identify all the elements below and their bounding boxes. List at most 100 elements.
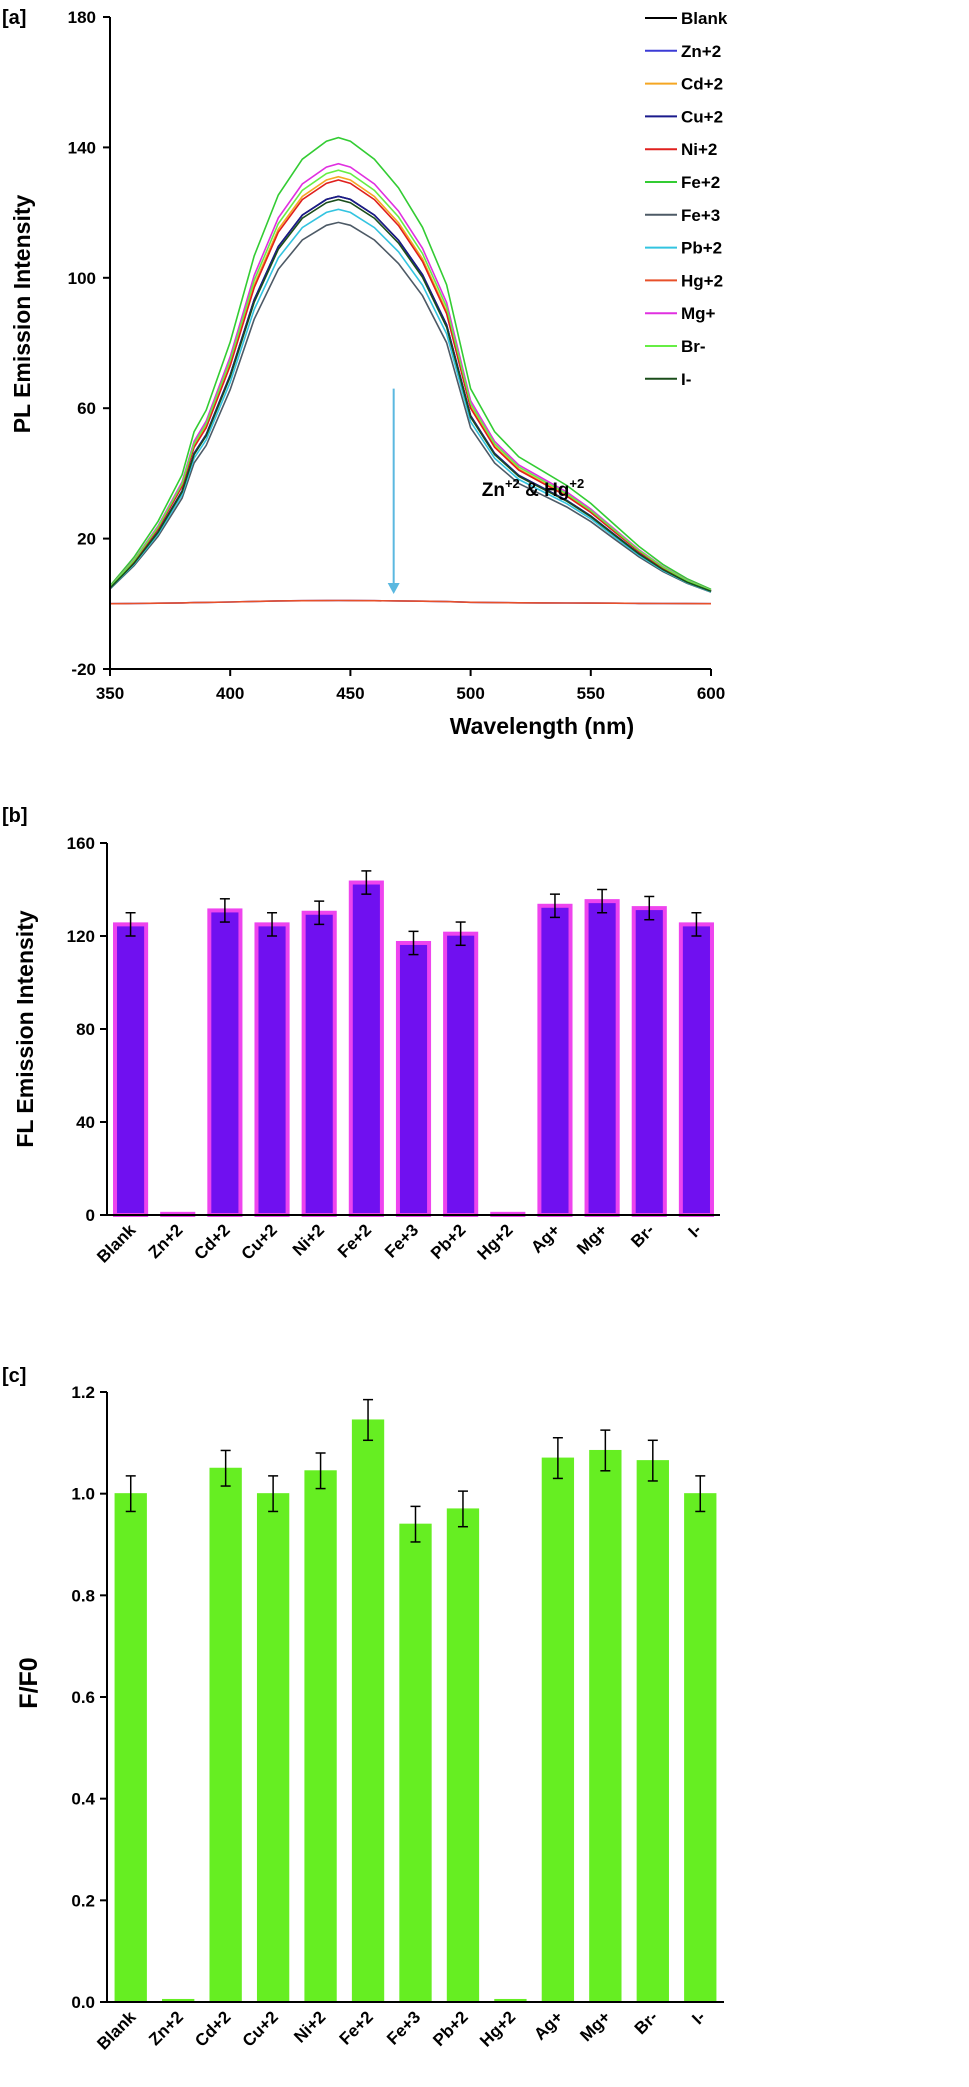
bar-pbplus2 [446,1508,480,2003]
panel-b-ytick-label: 120 [67,927,95,946]
legend-label: Blank [681,9,728,28]
bar-niplus2 [301,910,337,1217]
bar-agplus [537,903,573,1218]
series-line-feplus2 [109,136,712,591]
panel-a-ytick-label: 140 [68,138,96,157]
series-line-mgplus [109,162,712,591]
annotation-text: Zn+2 & Hg+2 [482,476,584,501]
panel-a-xtick-label: 500 [456,684,484,703]
panel-b-ytick-label: 80 [76,1020,95,1039]
panel-b-ylabel: FL Emission Intensity [12,910,38,1147]
error-bar-mgplus [600,1429,611,1472]
panel-c-ytick-label: 0.8 [71,1586,95,1605]
bar-iminus [684,1493,717,2003]
bar-brminus [636,1460,669,2003]
legend-label: Fe+3 [681,206,720,225]
bar-cdplus2 [207,908,243,1217]
bar-cuplus2 [254,922,290,1217]
legend-item-pbplus2: Pb+2 [645,239,722,258]
error-bar-niplus2 [315,1452,326,1490]
bar-brminus [631,906,667,1217]
legend-label: Hg+2 [681,271,723,290]
legend-label: Zn+2 [681,42,721,61]
panel-c-ytick-label: 0.6 [71,1688,95,1707]
bar-blank [113,922,149,1217]
error-bar-blank [125,912,136,937]
error-bar-iminus [691,912,702,937]
series-line-iminus [109,198,712,593]
panel-a-ytick-label: 20 [77,530,96,549]
panel-a: [a] PL Emission Intensity Wavelength (nm… [2,7,728,739]
legend-item-cdplus2: Cd+2 [645,75,723,94]
error-bar-cuplus2 [267,912,278,937]
panel-c-ytick-label: 1.0 [71,1485,95,1504]
panel-a-xlabel: Wavelength (nm) [450,713,634,739]
panel-a-xtick-label: 400 [216,684,244,703]
panel-a-annotation: Zn+2 & Hg+2 [387,388,584,595]
error-bar-feplus3 [410,1505,421,1543]
error-bar-pbplus2 [457,1490,468,1528]
series-line-brminus [109,169,712,592]
bar-mgplus [589,1449,622,2003]
panel-c-ytick-label: 1.2 [71,1383,95,1402]
bar-mgplus [584,899,620,1217]
error-bar-cuplus2 [268,1475,279,1513]
legend-label: Br- [681,337,706,356]
legend-item-feplus3: Fe+3 [645,206,720,225]
legend-item-niplus2: Ni+2 [645,140,717,159]
panel-a-xtick-label: 450 [336,684,364,703]
panel-a-xtick-label: 600 [697,684,725,703]
error-bar-feplus3 [408,930,419,956]
bar-agplus [541,1457,575,2003]
error-bar-brminus [644,895,655,921]
legend-item-blank: Blank [645,9,728,28]
legend-item-feplus2: Fe+2 [645,173,720,192]
legend-item-brminus: Br- [645,337,706,356]
bar-iminus [678,922,714,1217]
error-bar-pbplus2 [455,921,466,947]
bar-feplus3 [395,940,432,1217]
error-bar-feplus2 [361,870,372,895]
error-bar-cdplus2 [219,898,230,923]
legend-label: I- [681,370,691,389]
error-bar-mgplus [597,888,608,914]
error-bar-iminus [695,1475,706,1513]
series-line-pbplus2 [109,208,712,593]
panel-b-ytick-label: 160 [67,834,95,853]
error-bar-niplus2 [314,900,325,926]
series-line-niplus2 [109,179,712,592]
panel-b-ytick-label: 40 [76,1113,95,1132]
legend-item-iminus: I- [645,370,691,389]
panel-c: [c] F/F0 0.00.20.40.60.81.01.2 Blank Zn+2… [2,1365,724,2054]
panel-a-ylabel: PL Emission Intensity [9,195,35,434]
panel-a-xtick-label: 350 [96,684,124,703]
panel-b-label: [b] [2,805,28,827]
panel-a-ytick-label: 180 [68,8,96,27]
panel-a-ytick-label: 100 [68,269,96,288]
panel-c-ytick-label: 0.4 [71,1790,95,1809]
bar-blank [114,1493,147,2003]
panel-c-ylabel: F/F0 [15,1657,43,1708]
panel-a-legend: Blank Zn+2 Cd+2 Cu+2 Ni+2 Fe+2 Fe+3 Pb+2 Hg+2 Mg+… [645,9,728,389]
panel-a-xtick-label: 550 [577,684,605,703]
panel-a-ytick-label: 60 [77,399,96,418]
legend-label: Cd+2 [681,75,723,94]
series-line-feplus3 [109,221,712,593]
panel-a-ytick-label: -20 [71,660,96,679]
bar-feplus2 [351,1419,385,2003]
panel-a-label: [a] [2,7,26,29]
bar-feplus2 [348,880,384,1218]
legend-item-mgplus: Mg+ [645,304,716,323]
bar-feplus3 [399,1523,432,2003]
legend-label: Cu+2 [681,107,723,126]
panel-c-ytick-label: 0.0 [71,1993,95,2012]
bar-cuplus2 [256,1493,290,2003]
legend-item-znplus2: Zn+2 [645,42,721,61]
legend-item-hgplus2: Hg+2 [645,271,723,290]
legend-label: Mg+ [681,304,716,323]
panel-b-ytick-label: 0 [86,1206,95,1225]
panel-c-label: [c] [2,1365,26,1387]
